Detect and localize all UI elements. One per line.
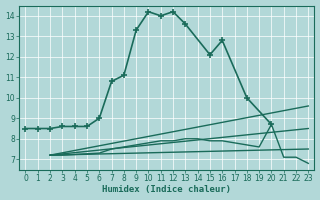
X-axis label: Humidex (Indice chaleur): Humidex (Indice chaleur) <box>102 185 231 194</box>
